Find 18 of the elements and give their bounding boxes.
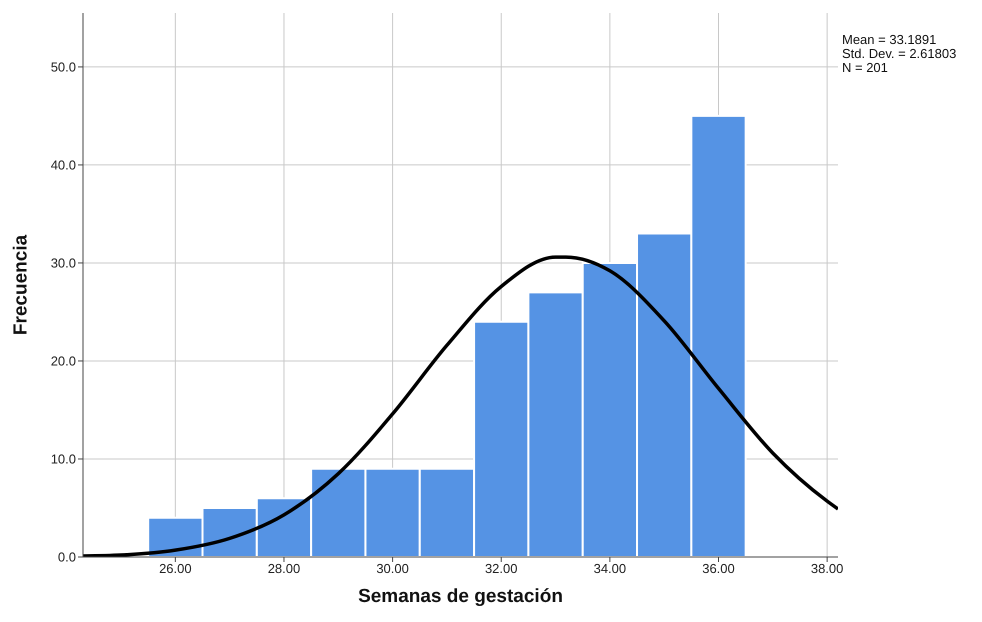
y-tick-label: 50.0 (50, 60, 76, 75)
x-tick-label: 28.00 (268, 561, 300, 576)
y-tick-label: 30.0 (50, 256, 76, 271)
x-tick-label: 34.00 (594, 561, 626, 576)
text: Std. Dev. = 2.61803 (842, 46, 956, 61)
y-tick-label: 10.0 (50, 452, 76, 467)
x-tick-label: 36.00 (702, 561, 735, 576)
x-tick-label: 32.00 (484, 561, 518, 576)
x-tick-label: 30.00 (376, 561, 409, 576)
text: Mean = 33.1891 (842, 32, 938, 47)
text: N = 201 (842, 60, 889, 75)
y-tick-label: 40.0 (50, 158, 76, 173)
y-tick-label: 0.0 (58, 550, 76, 565)
x-tick-label: 26.00 (159, 561, 192, 576)
y-axis-title: Frecuencia (10, 234, 32, 336)
x-tick-label: 38.00 (810, 561, 844, 576)
y-tick-label: 20.0 (50, 354, 76, 369)
x-axis-title: Semanas de gestación (358, 586, 563, 607)
